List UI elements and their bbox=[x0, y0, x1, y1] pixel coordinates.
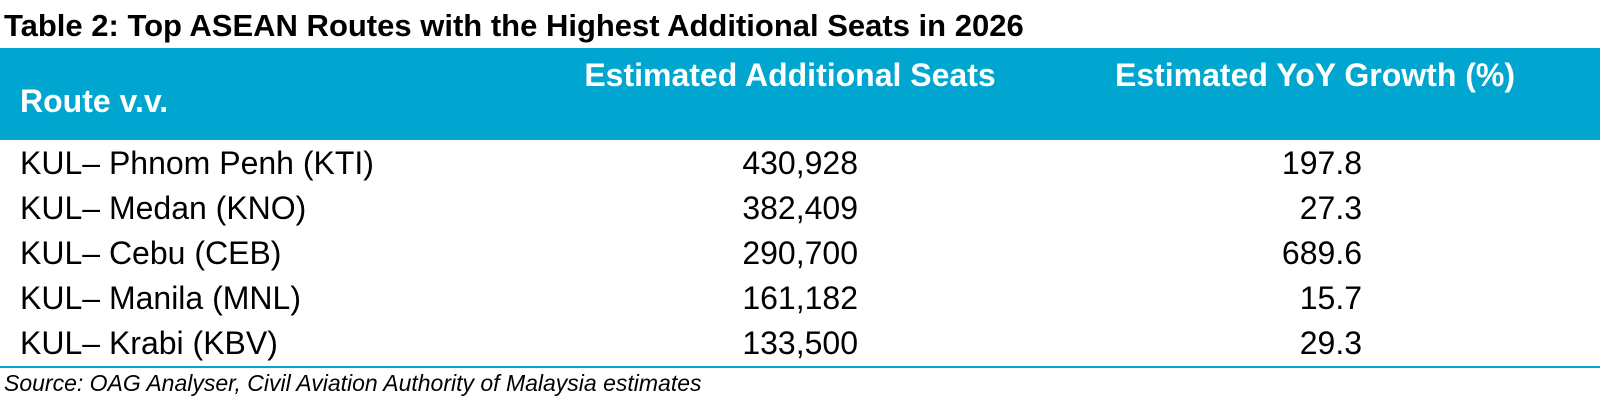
table-cell: KUL– Cebu (CEB) bbox=[20, 235, 282, 271]
table-cell: 382,409 bbox=[742, 190, 858, 226]
header-cell: Estimated Additional Seats bbox=[584, 57, 996, 93]
table-cell: 689.6 bbox=[1281, 235, 1362, 271]
table-cell: 161,182 bbox=[742, 280, 858, 316]
table-cell: 15.7 bbox=[1299, 280, 1362, 316]
table-cell: 27.3 bbox=[1299, 190, 1362, 226]
table-cell: 29.3 bbox=[1299, 325, 1362, 361]
table-cell: KUL– Medan (KNO) bbox=[20, 190, 307, 226]
header-cell: Route v.v. bbox=[20, 83, 169, 119]
table-cell: 430,928 bbox=[742, 145, 858, 181]
bottom-rule bbox=[0, 366, 1600, 368]
header-cell: Estimated YoY Growth (%) bbox=[1114, 57, 1516, 93]
table-cell: 197.8 bbox=[1281, 145, 1362, 181]
table-cell: 133,500 bbox=[742, 325, 858, 361]
source-note: Source: OAG Analyser, Civil Aviation Aut… bbox=[4, 370, 702, 396]
table-cell: 290,700 bbox=[742, 235, 858, 271]
table-cell: KUL– Phnom Penh (KTI) bbox=[20, 145, 374, 181]
table-title: Table 2: Top ASEAN Routes with the Highe… bbox=[4, 8, 1024, 43]
table-cell: KUL– Manila (MNL) bbox=[20, 280, 301, 316]
header-row: Route v.v. Estimated Additional Seats Es… bbox=[0, 48, 1600, 140]
table-cell: KUL– Krabi (KBV) bbox=[20, 325, 278, 361]
